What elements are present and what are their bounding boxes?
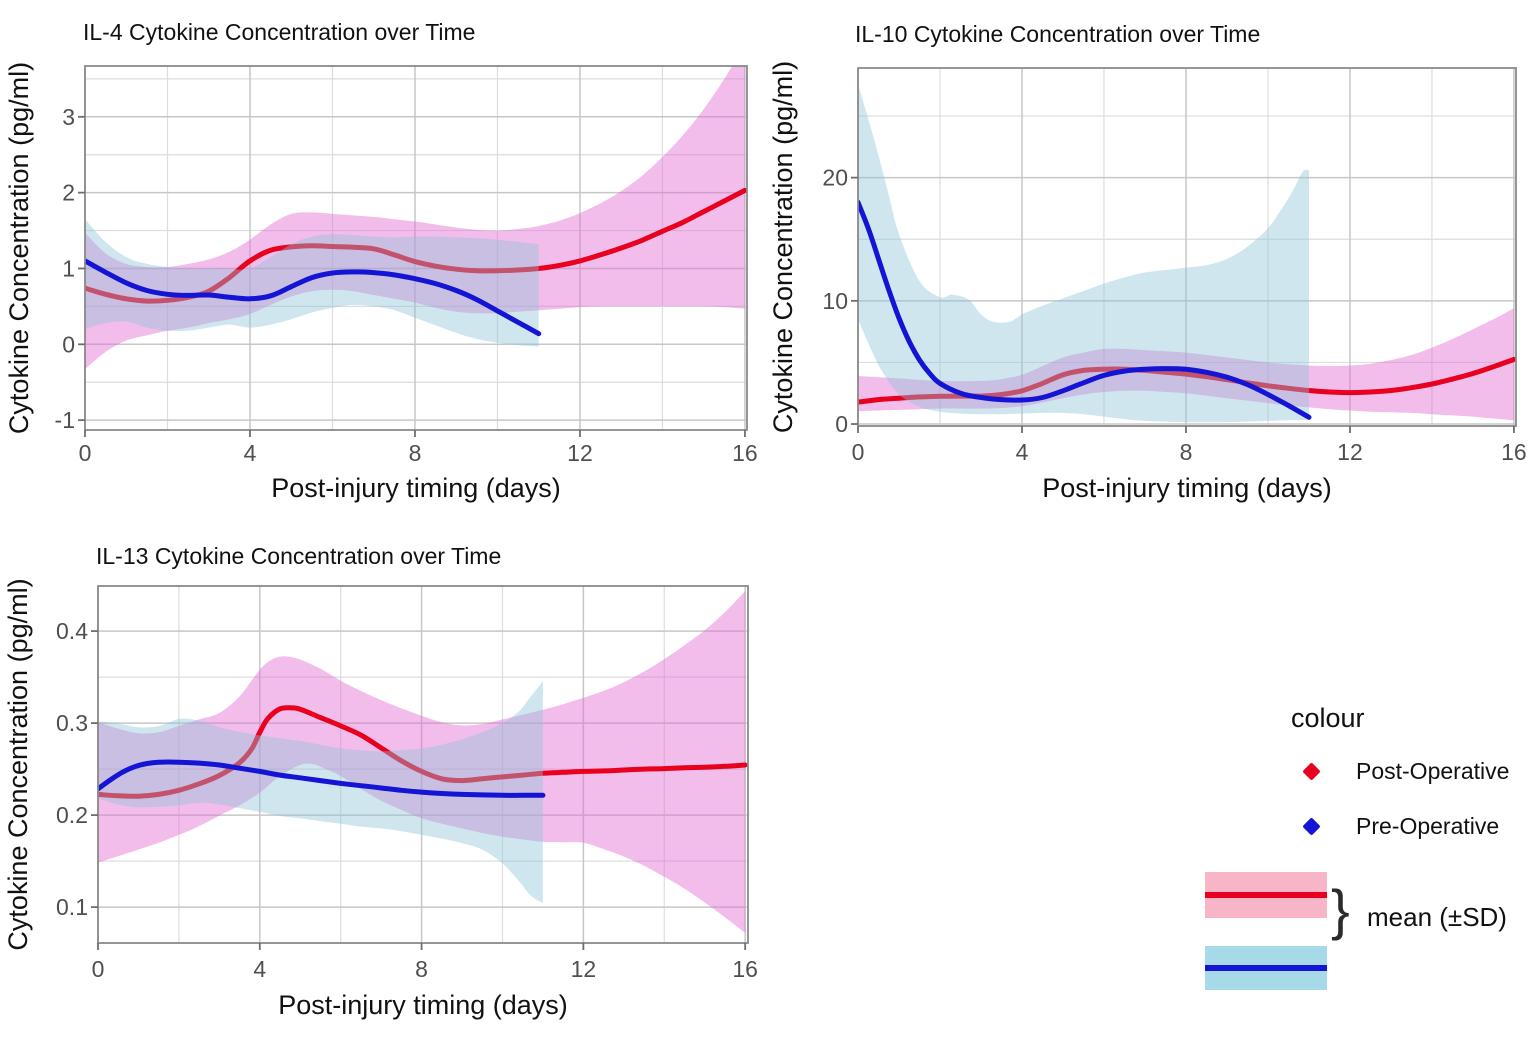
gridlines [97,586,748,943]
y-tick-label: 0.3 [56,710,88,736]
x-tick-label: 16 [732,440,758,466]
y-tick-label: 10 [822,288,848,314]
y-axis-label: Cytokine Concentration (pg/ml) [768,61,798,433]
y-tick-label: 0 [835,411,848,437]
post-operative-line-swatch [1205,892,1327,898]
y-tick-label: 2 [62,180,75,206]
panel-border [97,585,749,944]
x-tick-label: 4 [253,956,266,982]
pre-operative-mean-line [98,759,546,798]
pre-operative-sd-ribbon [85,219,539,347]
y-tick-label: 0.4 [56,618,88,644]
post-operative-sd-ribbon [98,591,746,933]
il10-chart: 0 4 8 12 16 0 10 20 IL-10 Cytokine Concentration… [768,21,1527,503]
x-tick-label: 4 [244,440,257,466]
y-tick-label: 0.1 [56,894,88,920]
chart-title: IL-13 Cytokine Concentration over Time [96,543,501,569]
panel-border [84,65,748,431]
il13-chart: 0 4 8 12 16 0.1 0.2 0.3 0.4 IL-13 Cytokine Concen… [3,543,758,1020]
x-tick-label: 12 [567,440,593,466]
x-tick-label: 12 [1337,439,1363,465]
post-operative-diamond-icon [1302,762,1321,781]
x-tick-label: 0 [92,956,105,982]
x-tick-label: 0 [79,440,92,466]
legend-item-pre-operative: Pre-Operative [1302,813,1500,840]
x-tick-label: 12 [571,956,597,982]
pre-operative-diamond-icon [1302,817,1321,836]
y-tick-label: 1 [62,255,75,281]
pre-operative-line-swatch [1205,965,1327,971]
legend-item-label: Post-Operative [1356,758,1510,784]
axes: 0 4 8 12 16 0 10 20 [822,165,1526,465]
y-tick-label: 0 [62,331,75,357]
y-tick-label: 0.2 [56,802,88,828]
x-tick-label: 8 [1180,439,1193,465]
y-tick-label: 3 [62,104,75,130]
chart-title: IL-4 Cytokine Concentration over Time [83,19,475,45]
legend-title: colour [1291,703,1365,733]
pre-operative-sd-ribbon [98,681,543,903]
x-tick-label: 0 [852,439,865,465]
pre-operative-ribbon-swatch [1205,946,1327,990]
panel-background [85,66,747,430]
x-tick-label: 16 [732,956,758,982]
mean-sd-label: mean (±SD) [1367,902,1507,932]
x-tick-label: 8 [409,440,422,466]
x-tick-label: 8 [415,956,428,982]
panel-border [857,67,1517,427]
legend-item-label: Pre-Operative [1356,813,1500,839]
post-operative-ribbon-swatch [1205,872,1327,918]
legend: colour Post-Operative Pre-Operative } me… [1185,690,1535,1020]
x-axis-label: Post-injury timing (days) [271,473,561,503]
x-axis-label: Post-injury timing (days) [278,990,568,1020]
x-tick-label: 4 [1016,439,1029,465]
y-axis-label: Cytokine Concentration (pg/ml) [3,578,33,950]
post-operative-mean-line [98,705,748,799]
chart-title: IL-10 Cytokine Concentration over Time [855,21,1260,47]
y-tick-label: 20 [822,165,848,191]
y-tick-label: -1 [55,407,75,433]
x-axis-label: Post-injury timing (days) [1042,473,1332,503]
legend-item-post-operative: Post-Operative [1302,758,1510,785]
x-tick-label: 16 [1501,439,1527,465]
pre-operative-mean-line [85,258,542,337]
pre-operative-sd-ribbon [858,84,1309,423]
post-operative-sd-ribbon [85,66,745,370]
panel-background [858,68,1516,426]
legend-brace: } [1331,878,1350,941]
y-axis-label: Cytokine Concentration (pg/ml) [4,62,34,434]
pre-operative-mean-line [858,199,1312,420]
axes: 0 4 8 12 16 0.1 0.2 0.3 0.4 [56,618,758,982]
